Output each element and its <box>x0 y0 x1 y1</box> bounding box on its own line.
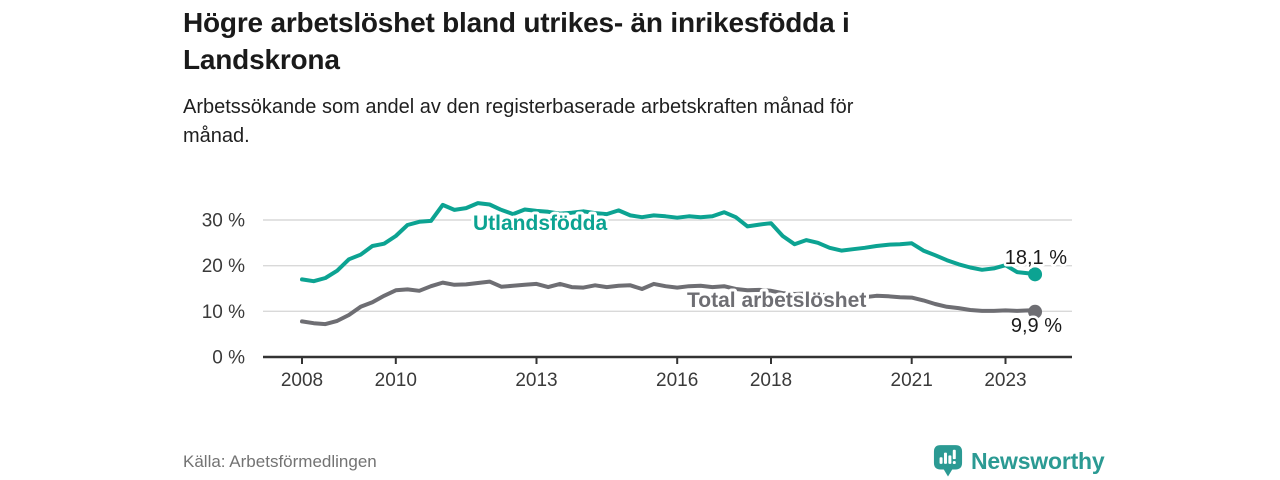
x-tick-label: 2016 <box>656 370 698 391</box>
x-tick-label: 2023 <box>984 370 1026 391</box>
y-tick-label: 30 % <box>202 210 245 231</box>
axis-layer: 2008 2010 2013 2016 2018 2021 2023 <box>263 355 1072 391</box>
x-tick-label: 2013 <box>515 370 557 391</box>
series-end-dot-utlandsfodda <box>1028 267 1043 282</box>
x-tick-label: 2008 <box>281 370 323 391</box>
end-value-label-utlandsfodda: 18,1 % <box>1005 247 1067 269</box>
y-tick-label: 10 % <box>202 302 245 323</box>
series-layer <box>300 201 1043 327</box>
series-line-utlandsfodda <box>300 201 1037 284</box>
series-line-total <box>300 279 1037 327</box>
y-tick-label: 20 % <box>202 256 245 277</box>
series-label-utlandsfodda: Utlandsfödda <box>473 212 607 235</box>
grid-layer: 0 % 10 % 20 % 30 % <box>202 210 1072 369</box>
series-end-dot-total <box>1028 304 1043 319</box>
end-value-label-total: 9,9 % <box>1011 315 1062 337</box>
x-tick-label: 2010 <box>375 370 417 391</box>
newsworthy-logo: Newsworthy <box>933 444 1105 478</box>
page-title: Högre arbetslöshet bland utrikes- än inr… <box>183 7 850 75</box>
chart-header: Högre arbetslöshet bland utrikes- än inr… <box>183 4 1143 151</box>
newsworthy-icon <box>933 445 963 477</box>
x-tick-label: 2021 <box>891 370 933 391</box>
x-tick-label: 2018 <box>750 370 792 391</box>
y-tick-label: 0 % <box>212 348 245 369</box>
newsworthy-wordmark: Newsworthy <box>971 447 1105 474</box>
page-subtitle: Arbetssökande som andel av den registerb… <box>183 96 854 147</box>
source-note: Källa: Arbetsförmedlingen <box>183 452 377 471</box>
series-label-total-arbetsloshet: Total arbetslöshet <box>687 289 866 312</box>
unemployment-line-chart: 0 % 10 % 20 % 30 % 2008 2010 2013 2016 2018 2021… <box>202 201 1072 391</box>
